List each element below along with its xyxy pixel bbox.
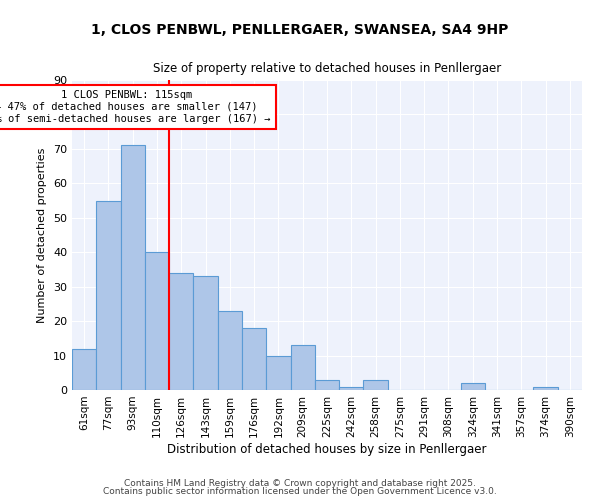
Bar [339,386,364,390]
Text: Contains HM Land Registry data © Crown copyright and database right 2025.: Contains HM Land Registry data © Crown c… [124,478,476,488]
Bar [96,200,121,390]
Text: 1 CLOS PENBWL: 115sqm
← 47% of detached houses are smaller (147)
53% of semi-det: 1 CLOS PENBWL: 115sqm ← 47% of detached … [0,90,271,124]
Bar [290,345,315,390]
Bar [72,348,96,390]
Bar [533,386,558,390]
Bar [315,380,339,390]
Bar [145,252,169,390]
Bar [461,383,485,390]
Bar [364,380,388,390]
Bar [218,311,242,390]
Text: Contains public sector information licensed under the Open Government Licence v3: Contains public sector information licen… [103,487,497,496]
Bar [242,328,266,390]
Bar [121,146,145,390]
Text: 1, CLOS PENBWL, PENLLERGAER, SWANSEA, SA4 9HP: 1, CLOS PENBWL, PENLLERGAER, SWANSEA, SA… [91,22,509,36]
X-axis label: Distribution of detached houses by size in Penllergaer: Distribution of detached houses by size … [167,442,487,456]
Title: Size of property relative to detached houses in Penllergaer: Size of property relative to detached ho… [153,62,501,74]
Bar [193,276,218,390]
Bar [169,273,193,390]
Y-axis label: Number of detached properties: Number of detached properties [37,148,47,322]
Bar [266,356,290,390]
